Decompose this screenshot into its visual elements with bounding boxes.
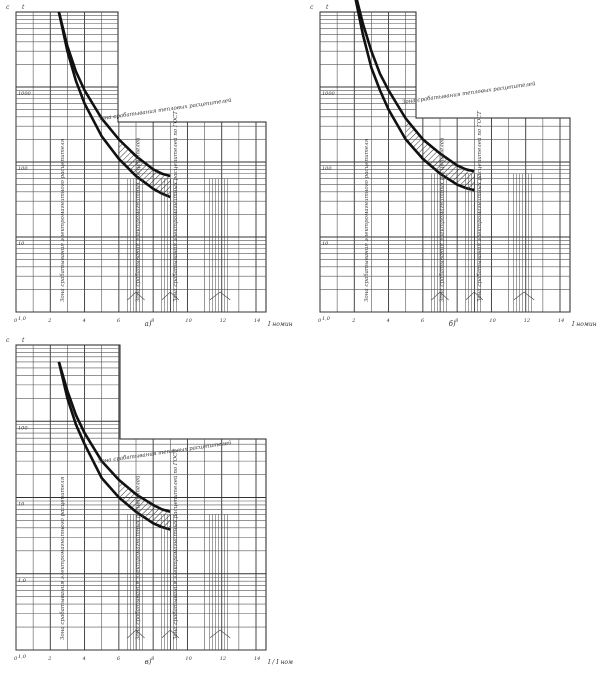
x-tick-label: 10 bbox=[185, 656, 192, 662]
lower-curve-line bbox=[57, 361, 171, 531]
y-axis-label: t bbox=[22, 337, 25, 344]
zone-chevron-3 bbox=[209, 291, 231, 301]
panel-label: а) bbox=[145, 320, 152, 328]
zone-chevron-1 bbox=[431, 291, 449, 301]
y-axis-label: t bbox=[326, 4, 329, 11]
y-tick-label: 100 bbox=[18, 166, 28, 172]
upper-curve-line bbox=[57, 11, 171, 178]
panel-label: б) bbox=[449, 320, 456, 328]
zone-chevron-1 bbox=[127, 291, 145, 301]
x-tick-label: 14 bbox=[254, 656, 260, 662]
zone-label-thermal: Зона срабатывания тепловых расцепителей bbox=[402, 80, 537, 106]
y-tick-label: 100 bbox=[322, 166, 332, 172]
x-axis-label: І / І ном bbox=[267, 659, 293, 666]
x-tick-label: 6 bbox=[117, 318, 121, 324]
x-tick-label: 2 bbox=[47, 318, 51, 324]
zone-chevron-1 bbox=[127, 629, 145, 639]
x-tick-label: 10 bbox=[185, 318, 192, 324]
x-tick-label: 0 bbox=[14, 656, 18, 662]
x-tick-label: 14 bbox=[558, 318, 564, 324]
x-tick-label: 4 bbox=[386, 318, 390, 324]
y-tick-label: 1,0 bbox=[18, 316, 27, 322]
upper-curve-line bbox=[57, 361, 171, 514]
upper-curve-line bbox=[355, 0, 475, 173]
x-tick-label: 4 bbox=[82, 318, 86, 324]
x-tick-label: 6 bbox=[117, 656, 121, 662]
x-tick-label: 4 bbox=[82, 656, 86, 662]
y-tick-label: 1000 bbox=[18, 91, 32, 97]
y-tick-label: 1,0 bbox=[18, 654, 27, 660]
x-tick-label: 10 bbox=[489, 318, 496, 324]
x-tick-label: 12 bbox=[220, 656, 226, 662]
y-tick-label: 10 bbox=[18, 241, 25, 247]
zone-label-3: Зона срабатывания электромагнитных расце… bbox=[172, 449, 179, 640]
zone-label-1: Зона срабатывания электромагнитного расц… bbox=[59, 476, 66, 640]
y-tick-label: 1,0 bbox=[18, 578, 27, 584]
x-tick-label: 12 bbox=[220, 318, 226, 324]
x-tick-label: 0 bbox=[318, 318, 322, 324]
x-tick-label: 2 bbox=[47, 656, 51, 662]
y-tick-label: 1,0 bbox=[322, 316, 331, 322]
zone-chevron-3 bbox=[209, 629, 231, 639]
chart-panel-2: 1000 100 10 1,0 с t 0 2 4 6 8 10 12 14 І номин Зона сра… bbox=[310, 0, 597, 328]
chart-panel-1: 1000 100 10 1,0 с t 0 2 4 6 8 10 12 14 І номин Зона сра… bbox=[6, 4, 293, 328]
hatched-band bbox=[118, 139, 171, 198]
x-tick-label: 12 bbox=[524, 318, 530, 324]
zone-label-1: Зона срабатывания электромагнитного расц… bbox=[59, 138, 66, 302]
x-tick-label: 14 bbox=[254, 318, 260, 324]
chart-panel-3: 100 10 1,0 1,0 с t 0 2 4 6 8 10 12 14 І / І ном Зона ср… bbox=[6, 337, 293, 666]
y-tick-label: 10 bbox=[322, 241, 329, 247]
zone-chevron-2 bbox=[161, 291, 180, 301]
y-axis-origin-label: с bbox=[6, 337, 10, 344]
zone-label-3: Зона срабатывания электромагнитных расце… bbox=[476, 111, 483, 302]
zone-label-1: Зона срабатывания электромагнитного расц… bbox=[363, 138, 370, 302]
x-tick-label: 2 bbox=[351, 318, 355, 324]
x-axis-label: І номин bbox=[267, 321, 293, 328]
y-axis-origin-label: с bbox=[6, 4, 10, 11]
x-tick-label: 8 bbox=[151, 656, 154, 662]
y-tick-label: 100 bbox=[18, 425, 28, 431]
x-tick-label: 8 bbox=[455, 318, 458, 324]
zone-chevron-2 bbox=[161, 629, 180, 639]
panel-label: в) bbox=[145, 658, 152, 666]
lower-curve-line bbox=[57, 11, 171, 199]
y-tick-label: 10 bbox=[18, 502, 25, 508]
zone-chevron-2 bbox=[465, 291, 484, 301]
x-tick-label: 8 bbox=[151, 318, 154, 324]
y-axis-origin-label: с bbox=[310, 4, 314, 11]
y-tick-label: 1000 bbox=[322, 91, 336, 97]
zone-label-2: Зона срабатывания электромагнитных расце… bbox=[134, 475, 141, 640]
x-tick-label: 0 bbox=[14, 318, 18, 324]
zone-label-2: Зона срабатывания электромагнитных расце… bbox=[438, 137, 445, 302]
zone-label-3: Зона срабатывания электромагнитных расце… bbox=[172, 111, 179, 302]
x-axis-label: І номин bbox=[571, 321, 597, 328]
y-axis-label: t bbox=[22, 4, 25, 11]
zone-label-2: Зона срабатывания электромагнитных расце… bbox=[134, 137, 141, 302]
zone-chevron-3 bbox=[513, 291, 535, 301]
x-tick-label: 6 bbox=[421, 318, 425, 324]
lower-curve-line bbox=[354, 0, 475, 192]
